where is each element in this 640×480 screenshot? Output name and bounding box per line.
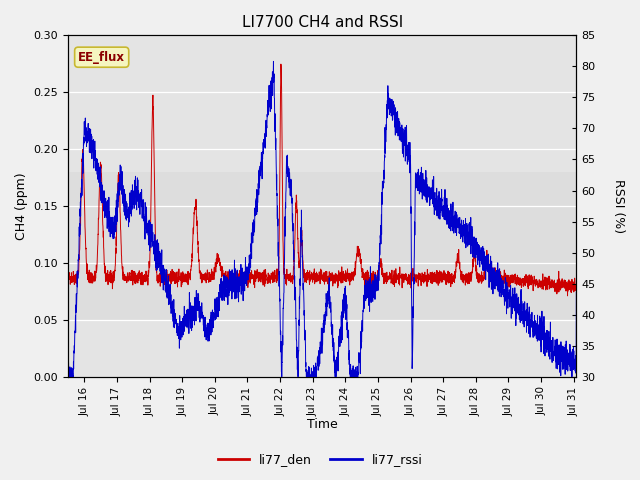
- Title: LI7700 CH4 and RSSI: LI7700 CH4 and RSSI: [241, 15, 403, 30]
- Legend: li77_den, li77_rssi: li77_den, li77_rssi: [212, 448, 428, 471]
- Text: EE_flux: EE_flux: [78, 51, 125, 64]
- Bar: [68, 172, 577, 320]
- X-axis label: Time: Time: [307, 419, 337, 432]
- Y-axis label: RSSI (%): RSSI (%): [612, 179, 625, 233]
- Y-axis label: CH4 (ppm): CH4 (ppm): [15, 172, 28, 240]
